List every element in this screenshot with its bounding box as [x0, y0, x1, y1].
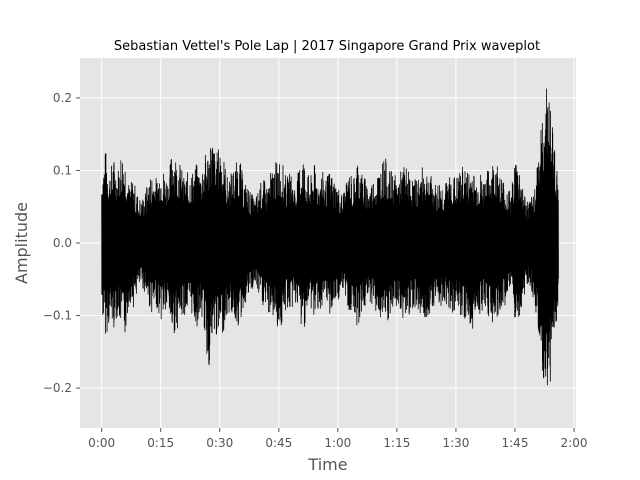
x-tick-label: 1:00 [324, 436, 351, 450]
x-axis-ticks: 0:00 0:15 0:30 0:45 1:00 1:15 1:30 1:45 2:00 [88, 428, 588, 450]
y-tick-label: −0.1 [43, 309, 72, 323]
x-tick-label: 1:30 [442, 436, 469, 450]
y-tick-label: 0.0 [53, 236, 72, 250]
chart-title: Sebastian Vettel's Pole Lap | 2017 Singa… [114, 39, 540, 54]
waveform [101, 88, 559, 386]
y-tick-label: 0.1 [53, 163, 72, 177]
x-tick-label: 2:00 [561, 436, 588, 450]
x-tick-label: 0:00 [88, 436, 115, 450]
x-tick-label: 1:15 [383, 436, 410, 450]
x-tick-label: 0:45 [265, 436, 292, 450]
y-axis-ticks: −0.2 −0.1 0.0 0.1 0.2 [43, 91, 80, 395]
x-tick-label: 0:30 [206, 436, 233, 450]
y-axis-label: Amplitude [12, 202, 31, 284]
x-tick-label: 0:15 [147, 436, 174, 450]
y-tick-label: −0.2 [43, 381, 72, 395]
x-tick-label: 1:45 [502, 436, 529, 450]
x-axis-label: Time [307, 455, 347, 474]
waveform-core [101, 151, 559, 335]
y-tick-label: 0.2 [53, 91, 72, 105]
